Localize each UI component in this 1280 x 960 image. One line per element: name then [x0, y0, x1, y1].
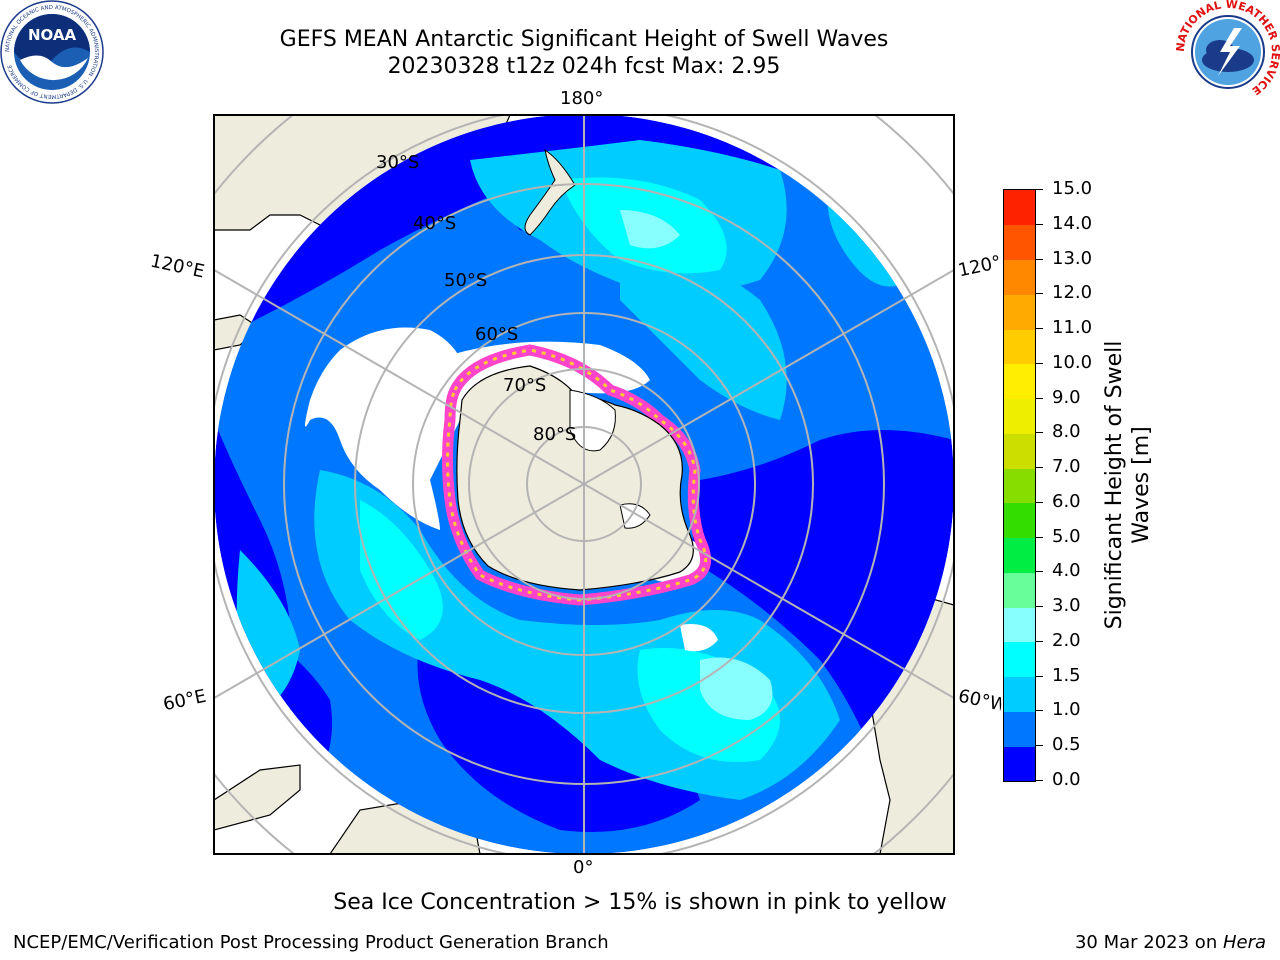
colorbar-tick-label: 1.5 — [1052, 664, 1081, 686]
colorbar-tick — [1035, 745, 1043, 747]
colorbar-segment — [1004, 746, 1035, 782]
graticule — [214, 115, 954, 854]
colorbar-tick — [1035, 675, 1043, 677]
colorbar-segment — [1004, 711, 1035, 747]
colorbar-tick — [1035, 501, 1043, 503]
colorbar-tick-label: 2.0 — [1052, 629, 1081, 651]
figure-title-line1: GEFS MEAN Antarctic Significant Height o… — [279, 27, 889, 52]
colorbar-tick — [1035, 328, 1043, 330]
colorbar-segment — [1004, 433, 1035, 469]
colorbar-tick-label: 13.0 — [1052, 247, 1093, 269]
colorbar-segment — [1004, 363, 1035, 400]
colorbar-segment — [1004, 641, 1035, 678]
parallel-label-30s: 30°S — [376, 152, 420, 173]
colorbar-tick-label: 6.0 — [1052, 490, 1081, 512]
noaa-logo-text: NOAA — [28, 26, 77, 44]
colorbar-tick-label: 0.0 — [1052, 769, 1081, 790]
colorbar-segment — [1004, 224, 1035, 260]
colorbar-tick-label: 10.0 — [1052, 351, 1093, 373]
colorbar-tick — [1035, 640, 1043, 642]
noaa-logo: NOAA NATIONAL OCEANIC AND ATMOSPHERIC AD… — [0, 0, 104, 104]
colorbar-label-line1: Significant Height of Swell — [1102, 340, 1127, 630]
parallel-label-80s: 80°S — [533, 424, 577, 445]
meridian-label-180: 180° — [560, 88, 604, 109]
colorbar-tick-label: 4.0 — [1052, 560, 1081, 582]
colorbar — [1003, 189, 1036, 782]
meridian-label-0: 0° — [573, 857, 594, 878]
colorbar-label: Significant Height of Swell Waves [m] — [1101, 341, 1155, 630]
colorbar-tick-label: 15.0 — [1052, 178, 1093, 199]
colorbar-tick — [1035, 189, 1043, 190]
colorbar-tick-label: 11.0 — [1052, 317, 1093, 339]
colorbar-tick-label: 8.0 — [1052, 421, 1081, 443]
parallel-label-70s: 70°S — [503, 375, 547, 396]
footer-date: 30 Mar 2023 on Hera — [1075, 932, 1266, 953]
colorbar-tick-label: 1.0 — [1052, 699, 1081, 721]
colorbar-segment — [1004, 572, 1035, 608]
parallel-label-40s: 40°S — [413, 213, 457, 234]
parallel-label-60s: 60°S — [475, 324, 519, 345]
colorbar-tick-label: 0.5 — [1052, 734, 1081, 756]
colorbar-tick-label: 5.0 — [1052, 525, 1081, 547]
colorbar-tick-label: 12.0 — [1052, 282, 1093, 304]
sea-ice-note: Sea Ice Concentration > 15% is shown in … — [333, 890, 947, 915]
footer-branch: NCEP/EMC/Verification Post Processing Pr… — [13, 932, 609, 953]
map-frame — [213, 114, 955, 855]
colorbar-tick — [1035, 362, 1043, 364]
colorbar-tick — [1035, 432, 1043, 434]
colorbar-tick — [1035, 258, 1043, 260]
colorbar-segment — [1004, 329, 1035, 365]
colorbar-segment — [1004, 676, 1035, 712]
colorbar-tick-label: 7.0 — [1052, 456, 1081, 478]
colorbar-tick-label: 14.0 — [1052, 212, 1093, 234]
colorbar-tick-label: 3.0 — [1052, 595, 1081, 617]
colorbar-tick — [1035, 710, 1043, 712]
colorbar-tick — [1035, 467, 1043, 469]
colorbar-label-line2: Waves [m] — [1129, 426, 1154, 544]
colorbar-tick — [1035, 571, 1043, 573]
parallel-label-50s: 50°S — [444, 270, 488, 291]
colorbar-segment — [1004, 537, 1035, 573]
nws-logo: NATIONAL WEATHER SERVICE — [1176, 0, 1280, 102]
colorbar-tick — [1035, 293, 1043, 295]
colorbar-segment — [1004, 190, 1035, 226]
figure-title-line2: 20230328 t12z 024h fcst Max: 2.95 — [387, 54, 781, 79]
colorbar-segment — [1004, 607, 1035, 643]
footer-host: Hera — [1222, 932, 1266, 953]
colorbar-tick — [1035, 397, 1043, 399]
colorbar-tick-label: 9.0 — [1052, 386, 1081, 408]
colorbar-segment — [1004, 398, 1035, 434]
sea-ice-edge — [442, 344, 712, 606]
colorbar-segment — [1004, 502, 1035, 539]
colorbar-segment — [1004, 259, 1035, 295]
colorbar-tick — [1035, 780, 1043, 781]
colorbar-tick — [1035, 606, 1043, 608]
colorbar-segment — [1004, 468, 1035, 504]
colorbar-segment — [1004, 294, 1035, 330]
colorbar-tick — [1035, 536, 1043, 538]
colorbar-tick — [1035, 223, 1043, 225]
footer-date-text: 30 Mar 2023 on — [1074, 932, 1223, 953]
